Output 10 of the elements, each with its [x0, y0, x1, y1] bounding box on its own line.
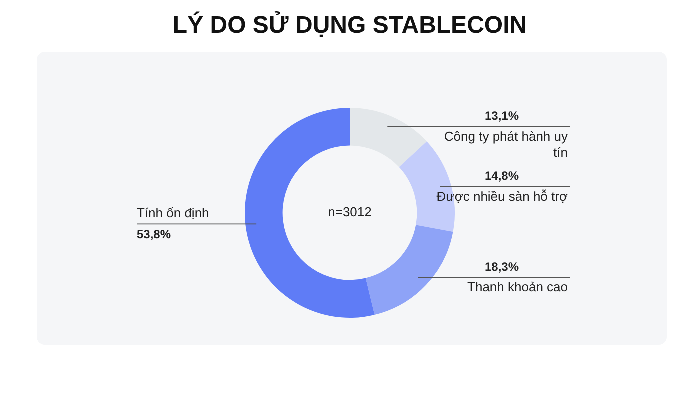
slice-label: Tính ổn định — [137, 205, 210, 220]
data-label: 53,8% — [137, 228, 172, 242]
slice-label: Thanh khoản cao — [468, 280, 568, 295]
chart-title: LÝ DO SỬ DỤNG STABLECOIN — [172, 12, 528, 40]
data-label: 18,3% — [485, 260, 520, 274]
text: n=3012 — [328, 204, 372, 220]
slice-label: Được nhiều sàn hỗ trợ — [436, 188, 568, 204]
data-label: 13,1% — [485, 109, 520, 124]
slice-label: Công ty phát hành uy tín — [444, 128, 568, 160]
data-label: 14,8% — [485, 169, 520, 184]
